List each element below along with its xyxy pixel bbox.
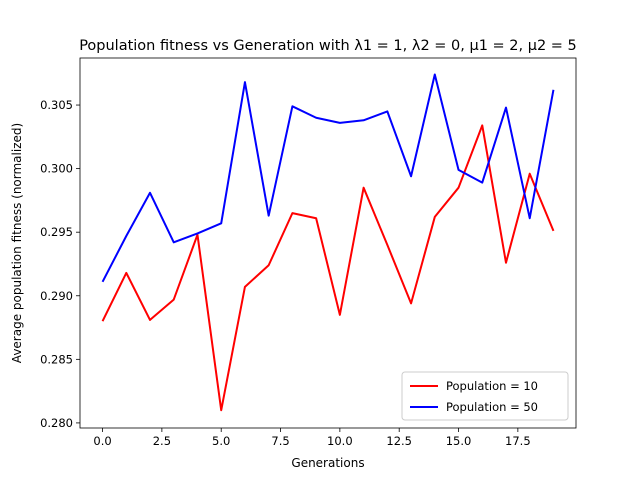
y-tick-label: 0.280 [40, 416, 73, 430]
x-tick-label: 17.5 [505, 434, 531, 448]
x-tick-label: 5.0 [212, 434, 230, 448]
y-tick-label: 0.295 [40, 225, 73, 239]
y-axis-label: Average population fitness (normalized) [10, 123, 24, 363]
series-layer [101, 73, 555, 412]
series-line-1 [101, 124, 555, 412]
x-tick-label: 15.0 [446, 434, 472, 448]
plot-area-frame [79, 57, 577, 429]
x-tick-label: 10.0 [327, 434, 353, 448]
legend-label-2: Population = 50 [446, 400, 538, 414]
y-tick-label: 0.300 [40, 162, 73, 176]
chart-title: Population fitness vs Generation with λ1… [79, 38, 577, 54]
x-axis-label: Generations [291, 456, 364, 470]
y-axis-ticks: 0.280 0.285 0.290 0.295 0.300 0.305 [40, 98, 80, 430]
x-tick-label: 7.5 [271, 434, 289, 448]
y-tick-label: 0.285 [40, 352, 73, 366]
y-tick-label: 0.305 [40, 98, 73, 112]
x-axis-ticks: 0.0 2.5 5.0 7.5 10.0 12.5 15.0 17.5 [93, 428, 531, 448]
y-tick-label: 0.290 [40, 289, 73, 303]
x-tick-label: 2.5 [153, 434, 171, 448]
x-tick-label: 0.0 [93, 434, 111, 448]
series-line-2 [101, 73, 555, 283]
x-tick-label: 12.5 [386, 434, 412, 448]
legend-box [401, 371, 569, 421]
legend: Population = 10 Population = 50 [401, 371, 569, 421]
legend-label-1: Population = 10 [446, 379, 538, 393]
